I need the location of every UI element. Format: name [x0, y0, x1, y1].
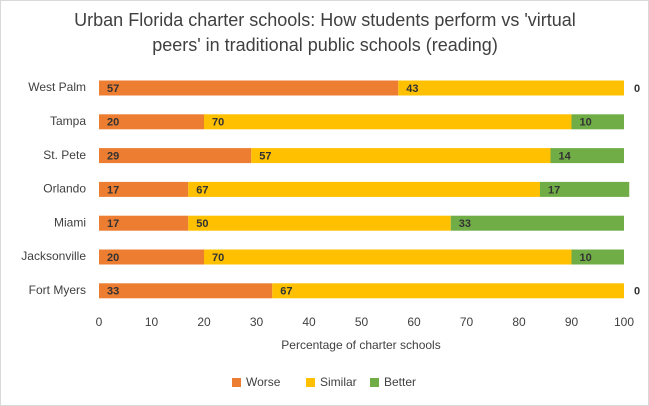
data-label: 70	[212, 252, 224, 264]
bar-segment	[99, 114, 204, 130]
y-tick-label: Jacksonville	[21, 249, 86, 263]
data-label: 50	[196, 218, 208, 230]
bar-segment	[571, 114, 624, 130]
data-label: 17	[107, 218, 119, 230]
y-tick-label: Orlando	[43, 182, 86, 196]
data-label: 0	[634, 83, 640, 95]
legend-label: Worse	[246, 375, 281, 389]
data-label: 10	[580, 252, 592, 264]
bar-segment	[99, 181, 189, 197]
legend-swatch	[306, 378, 315, 387]
data-label: 43	[406, 83, 418, 95]
bar-segment	[99, 148, 252, 164]
data-label: 67	[280, 286, 292, 298]
data-label: 20	[107, 117, 119, 129]
data-label: 57	[107, 83, 119, 95]
bar-segment	[99, 215, 189, 231]
bar-segment	[398, 80, 624, 96]
bar-segment	[99, 283, 273, 299]
x-tick-label: 100	[614, 315, 634, 329]
data-label: 33	[459, 218, 471, 230]
x-tick-label: 80	[512, 315, 526, 329]
bar-segment	[188, 181, 540, 197]
x-tick-label: 40	[302, 315, 316, 329]
x-tick-label: 70	[460, 315, 474, 329]
x-tick-label: 50	[355, 315, 369, 329]
bar-segment	[450, 215, 624, 231]
x-tick-label: 0	[96, 315, 103, 329]
bar-segment	[204, 249, 572, 265]
chart-title: Urban Florida charter schools: How stude…	[74, 10, 576, 55]
legend-label: Similar	[320, 375, 357, 389]
data-label: 20	[107, 252, 119, 264]
x-axis-title: Percentage of charter schools	[281, 338, 440, 352]
bar-segment	[99, 80, 399, 96]
data-label: 33	[107, 286, 119, 298]
data-label: 10	[580, 117, 592, 129]
data-label: 67	[196, 184, 208, 196]
legend-swatch	[370, 378, 379, 387]
y-tick-label: Miami	[54, 215, 86, 229]
bar-segment	[99, 249, 204, 265]
bar-segment	[251, 148, 551, 164]
bar-segment	[550, 148, 624, 164]
x-tick-label: 10	[145, 315, 159, 329]
legend-swatch	[232, 378, 241, 387]
x-tick-label: 30	[250, 315, 264, 329]
data-label: 57	[259, 151, 271, 163]
bar-segment	[188, 215, 451, 231]
y-tick-label: West Palm	[28, 80, 86, 94]
bar-segment	[272, 283, 624, 299]
x-tick-label: 90	[565, 315, 579, 329]
bar-segment	[204, 114, 572, 130]
data-label: 17	[107, 184, 119, 196]
x-tick-label: 60	[407, 315, 421, 329]
y-tick-label: Fort Myers	[29, 283, 86, 297]
data-label: 17	[548, 184, 560, 196]
bar-segment	[571, 249, 624, 265]
y-tick-label: St. Pete	[43, 148, 86, 162]
x-tick-label: 20	[197, 315, 211, 329]
data-label: 29	[107, 151, 119, 163]
data-label: 0	[634, 286, 640, 298]
data-label: 14	[559, 151, 572, 163]
legend-label: Better	[384, 375, 416, 389]
y-tick-label: Tampa	[50, 114, 86, 128]
data-label: 70	[212, 117, 224, 129]
bar-segment	[540, 181, 630, 197]
